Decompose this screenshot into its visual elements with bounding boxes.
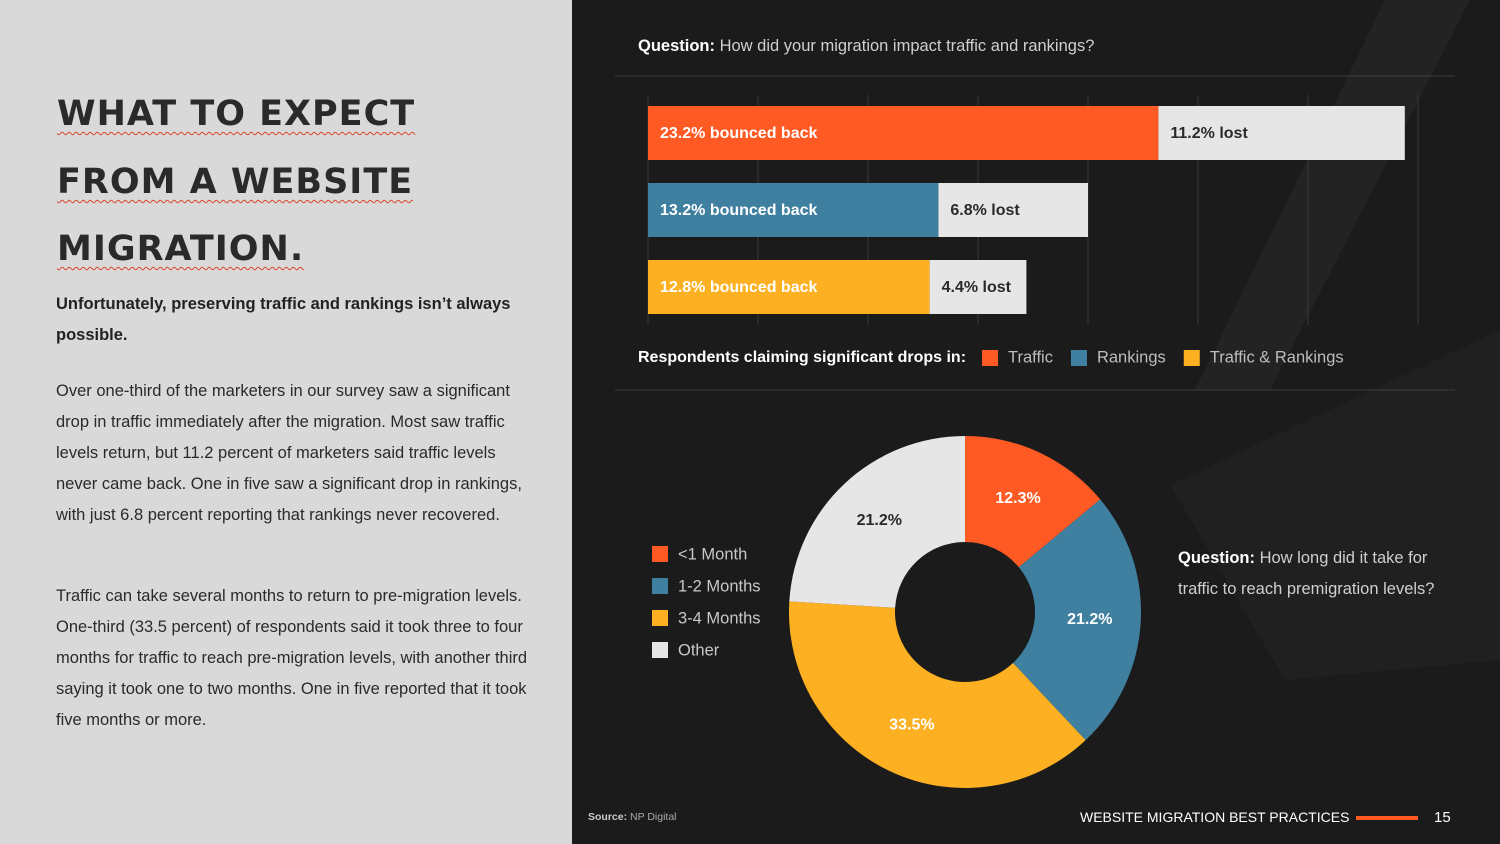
paragraph: Traffic can take several months to retur… — [56, 587, 528, 729]
source-label: Source: — [588, 811, 628, 823]
legend-swatch — [1183, 350, 1200, 366]
question-text: How did your migration impact traffic an… — [719, 37, 1095, 55]
legend-swatch — [652, 546, 668, 562]
footer-title: WEBSITE MIGRATION BEST PRACTICES — [1080, 809, 1350, 825]
pie-slice — [1012, 499, 1141, 741]
text-panel: WHAT TO EXPECT FROM A WEBSITE MIGRATION.… — [0, 0, 572, 844]
legend-title: Respondents claiming significant drops i… — [638, 349, 966, 366]
legend-swatch — [982, 350, 999, 366]
bar-segment — [938, 183, 1088, 237]
decor — [1170, 330, 1500, 680]
title-line: WHAT TO EXPECT — [57, 94, 416, 134]
source-text: NP Digital — [630, 811, 677, 823]
bar-segment — [929, 260, 1027, 314]
bar-label: 23.2% bounced back — [660, 125, 817, 142]
paragraph: Over one-third of the marketers in our s… — [56, 382, 522, 524]
page-number: 15 — [1434, 809, 1451, 826]
bar-segment — [648, 260, 930, 314]
bar-segment — [1158, 106, 1405, 160]
pie-slice — [965, 436, 1101, 568]
footer-rule — [1356, 816, 1418, 820]
bar-label: 4.4% lost — [942, 279, 1012, 296]
legend-label: Rankings — [1097, 348, 1166, 366]
legend-label: <1 Month — [678, 545, 747, 563]
bar-label: 6.8% lost — [950, 202, 1020, 219]
slice-label: 21.2% — [1067, 611, 1112, 628]
legend-swatch — [652, 610, 668, 626]
question-text: How long did it take for traffic to reac… — [1178, 549, 1435, 598]
legend-label: 3-4 Months — [678, 609, 761, 627]
bar-label: 12.8% bounced back — [660, 279, 817, 296]
bar-label: 13.2% bounced back — [660, 202, 817, 219]
bar-label: 11.2% lost — [1170, 125, 1248, 142]
pie-slice — [789, 601, 1086, 788]
bar-segment — [648, 106, 1159, 160]
legend-label: Traffic & Rankings — [1210, 348, 1344, 366]
question-label: Question: — [1178, 549, 1255, 567]
pie-slice — [789, 436, 965, 608]
question-label: Question: — [638, 37, 715, 55]
title-line: FROM A WEBSITE — [57, 162, 414, 202]
slice-label: 21.2% — [857, 512, 902, 529]
decor — [1195, 0, 1470, 390]
question: Question: How long did it take for traff… — [1178, 543, 1458, 605]
legend-swatch — [652, 578, 668, 594]
legend-swatch — [1070, 350, 1087, 366]
bar-segment — [648, 183, 939, 237]
source: Source: NP Digital — [588, 811, 677, 823]
slice-label: 12.3% — [995, 490, 1040, 507]
legend-label: 1-2 Months — [678, 577, 761, 595]
chart-panel: 23.2% bounced back 11.2% lost 13.2% bounce… — [615, 0, 1500, 788]
subtitle: Unfortunately, preserving traffic and ra… — [56, 295, 511, 344]
slice-label: 33.5% — [889, 716, 934, 733]
title-line: MIGRATION. — [57, 229, 305, 269]
legend-label: Traffic — [1008, 348, 1053, 366]
question: Question: How did your migration impact … — [638, 31, 1094, 62]
legend-label: Other — [678, 641, 720, 659]
legend-swatch — [652, 642, 668, 658]
